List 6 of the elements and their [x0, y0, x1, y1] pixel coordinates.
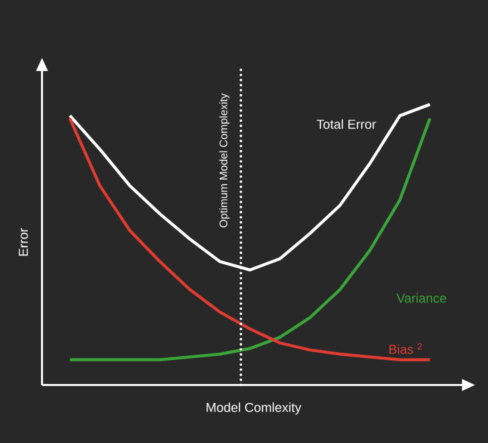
y-axis-title: Error: [18, 228, 28, 256]
annotation: Optimum Model Complexity: [219, 93, 230, 228]
series-label: Total Error: [316, 119, 376, 129]
series-label: Bias $^{2}$: [389, 343, 422, 354]
x-axis-title: Model Comlexity: [206, 402, 302, 415]
text: Variance: [396, 293, 446, 303]
